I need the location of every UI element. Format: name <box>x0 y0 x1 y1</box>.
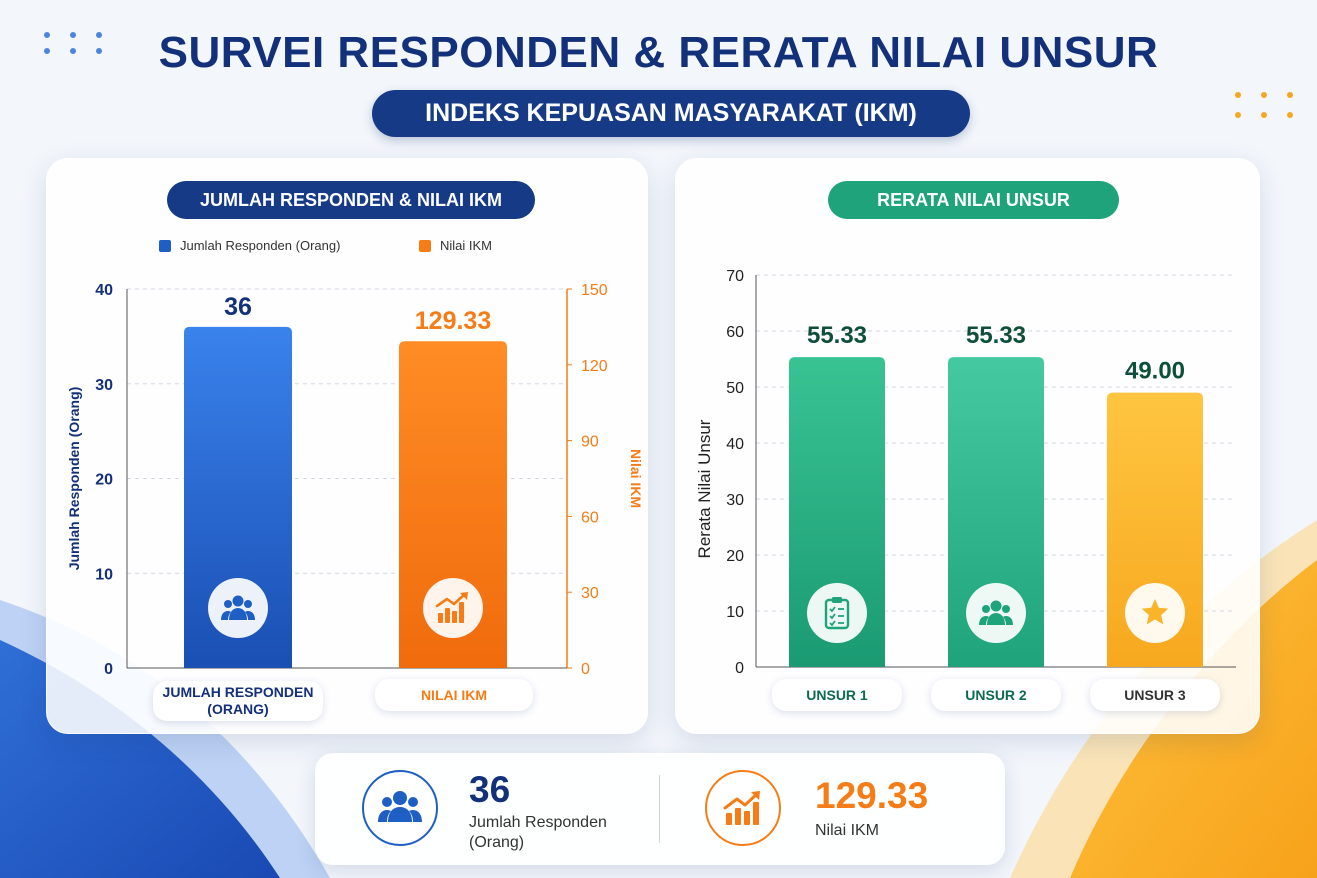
bar-ikm-icon-badge <box>423 578 483 638</box>
y-tick-right-3: 60 <box>581 509 599 526</box>
users-icon-body-left <box>221 611 231 620</box>
growth-chart-icon-bar-3 <box>452 611 457 623</box>
y-axis-title-left: Jumlah Responden (Orang) <box>66 387 82 571</box>
growth-chart-icon-bar-1 <box>438 613 443 623</box>
x-label-unsur-2-text: UNSUR 2 <box>965 686 1027 703</box>
y-axis-title: Rerata Nilai Unsur <box>695 419 714 558</box>
users-icon-body-right <box>1003 616 1013 625</box>
rerata-unsur-chart: 0 10 20 30 40 50 60 70 Rerata Nilai Unsur 55.33 55… <box>695 268 1236 677</box>
clipboard-icon-check-1 <box>829 606 836 613</box>
summary-bar: 36 Jumlah Responden (Orang) 129.33 Nilai… <box>315 753 1005 865</box>
users-icon-head-right <box>244 600 252 608</box>
users-icon-body-right <box>245 611 255 620</box>
growth-chart-icon-arrow <box>460 592 468 600</box>
users-icon-body <box>229 608 247 620</box>
legend-swatch-blue <box>159 239 171 252</box>
summary-ikm-label: Nilai IKM <box>815 822 880 839</box>
data-label-ikm: 129.33 <box>415 307 491 335</box>
rerata-unsur-card: RERATA NILAI UNSUR 0 10 20 30 40 50 60 70 Rerata… <box>675 158 1260 734</box>
responden-ikm-chart: 0 10 20 30 40 0 30 60 90 120 150 Jumlah Responden (… <box>66 282 644 678</box>
y-tick-left-1: 0 <box>104 661 113 678</box>
summary-divider <box>659 775 660 843</box>
star-icon <box>1141 599 1169 625</box>
y-tick-6: 50 <box>726 380 744 397</box>
x-label-unsur-1-text: UNSUR 1 <box>806 686 868 703</box>
bar-unsur-1 <box>789 357 885 667</box>
x-label-unsur-2: UNSUR 2 <box>931 679 1061 711</box>
responden-ikm-card: JUMLAH RESPONDEN & NILAI IKM Jumlah Resp… <box>46 158 648 734</box>
x-label-ikm: NILAI IKM <box>375 679 533 711</box>
growth-chart-icon-bar-4 <box>459 602 464 623</box>
summary-responden-label: Jumlah Responden (Orang) <box>469 814 607 851</box>
summary-responden-value: 36 <box>469 769 511 810</box>
star-icon-shape <box>1141 599 1169 625</box>
legend-label-responden: Jumlah Responden (Orang) <box>180 238 341 253</box>
y-tick-7: 60 <box>726 324 744 341</box>
left-chart-title: JUMLAH RESPONDEN & NILAI IKM <box>167 181 535 219</box>
users-icon-head-left <box>224 600 232 608</box>
decorative-dots-orange <box>1235 92 1293 118</box>
y-tick-3: 20 <box>726 548 744 565</box>
clipboard-icon-check-3 <box>829 620 836 627</box>
x-label-responden-text: JUMLAH RESPONDEN (ORANG) <box>162 684 314 717</box>
y-tick-left-2: 10 <box>95 566 113 583</box>
data-label-responden: 36 <box>224 293 252 321</box>
users-icon <box>221 595 255 620</box>
y-tick-2: 10 <box>726 604 744 621</box>
bar-jumlah-responden <box>184 326 292 668</box>
y-tick-1: 0 <box>735 660 744 677</box>
users-icon-head <box>232 595 244 607</box>
decorative-dots-blue <box>44 32 102 54</box>
y-tick-8: 70 <box>726 268 744 285</box>
users-icon-body-left <box>979 616 989 625</box>
growth-chart-icon <box>435 592 468 623</box>
users-icon <box>979 600 1013 625</box>
y-tick-4: 30 <box>726 492 744 509</box>
clipboard-icon-check-2 <box>829 613 836 620</box>
summary-ikm-value: 129.33 <box>815 775 929 816</box>
bar-unsur-2 <box>948 357 1044 667</box>
summary-growth-chart-icon <box>705 770 781 846</box>
y-tick-right-1: 0 <box>581 661 590 678</box>
users-icon-head-left <box>982 605 990 613</box>
y-tick-right-4: 90 <box>581 434 599 451</box>
page-subtitle: INDEKS KEPUASAN MASYARAKAT (IKM) <box>372 90 970 137</box>
legend-item-ikm: Nilai IKM <box>419 238 492 253</box>
right-chart-title: RERATA NILAI UNSUR <box>828 181 1119 219</box>
summary-users-icon <box>362 770 438 846</box>
legend-label-ikm: Nilai IKM <box>440 238 493 253</box>
y-tick-left-5: 40 <box>95 282 113 299</box>
y-axis-title-right: Nilai IKM <box>628 449 644 508</box>
data-label-unsur-1: 55.33 <box>807 322 867 349</box>
page-title: SURVEI RESPONDEN & RERATA NILAI UNSUR <box>158 28 1159 77</box>
x-label-unsur-3-text: UNSUR 3 <box>1124 686 1186 703</box>
users-icon-head <box>990 600 1002 612</box>
x-label-unsur-3: UNSUR 3 <box>1090 679 1220 711</box>
y-tick-left-3: 20 <box>95 472 113 489</box>
users-icon-head-right <box>1002 605 1010 613</box>
x-label-ikm-text: NILAI IKM <box>420 686 488 703</box>
growth-chart-icon-bar-2 <box>445 608 450 623</box>
x-label-responden: JUMLAH RESPONDEN (ORANG) <box>153 681 323 721</box>
users-icon-body <box>987 613 1005 625</box>
y-tick-5: 40 <box>726 436 744 453</box>
y-tick-left-4: 30 <box>95 377 113 394</box>
bar-unsur-1-icon-badge <box>807 583 867 643</box>
legend-swatch-orange <box>419 239 431 252</box>
x-label-unsur-1: UNSUR 1 <box>772 679 902 711</box>
y-tick-right-5: 120 <box>581 358 608 375</box>
growth-chart-icon-line <box>435 592 467 608</box>
bar-nilai-ikm <box>399 341 507 668</box>
data-label-unsur-3: 49.00 <box>1125 358 1185 385</box>
clipboard-icon-clip <box>832 597 842 603</box>
y-tick-right-2: 30 <box>581 585 599 602</box>
y-tick-right-6: 150 <box>581 282 608 299</box>
data-label-unsur-2: 55.33 <box>966 322 1026 349</box>
legend-item-responden: Jumlah Responden (Orang) <box>159 238 340 253</box>
clipboard-check-icon <box>824 597 850 630</box>
